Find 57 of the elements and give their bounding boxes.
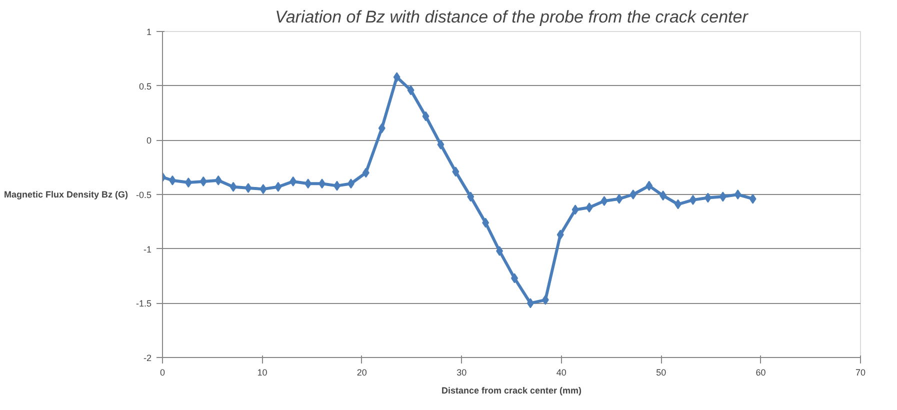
point <box>482 218 490 228</box>
point <box>422 111 430 122</box>
y-axis-title: Magnetic Flux Density Bz (G) <box>4 190 128 200</box>
point <box>260 184 267 194</box>
point <box>646 180 653 191</box>
point <box>304 178 312 189</box>
point <box>734 190 742 200</box>
point <box>290 176 297 186</box>
y-tick-label: 1 <box>146 27 152 37</box>
point <box>496 246 504 256</box>
point <box>660 190 667 201</box>
point <box>674 199 682 210</box>
y-tick-label: -1 <box>144 244 152 254</box>
y-tick-label: 0.5 <box>138 81 152 92</box>
point <box>318 178 326 189</box>
y-tick-label: 0 <box>146 136 152 146</box>
point <box>347 178 354 189</box>
point <box>510 273 518 284</box>
x-tick-label: 0 <box>160 368 166 378</box>
point <box>630 190 637 200</box>
point <box>616 194 623 204</box>
chart-title: Variation of Bz with distance of the probe from the crack center <box>275 8 750 26</box>
point <box>749 194 756 204</box>
point <box>407 85 414 96</box>
x-tick-label: 60 <box>756 368 766 378</box>
point <box>526 298 534 308</box>
point <box>244 182 252 193</box>
point <box>214 175 222 186</box>
point <box>600 196 608 206</box>
point <box>586 202 593 213</box>
point <box>230 182 237 192</box>
y-tick-label: -0.5 <box>136 190 152 200</box>
point <box>556 230 564 240</box>
x-tick-label: 10 <box>257 368 268 378</box>
point <box>719 192 726 202</box>
point <box>362 168 370 178</box>
point <box>452 166 460 177</box>
point <box>704 192 712 203</box>
point <box>274 182 282 192</box>
x-tick-label: 50 <box>656 368 666 378</box>
point <box>467 192 474 202</box>
x-tick-label: 70 <box>855 368 866 378</box>
y-tick-label: -2 <box>144 353 152 363</box>
point <box>437 140 444 150</box>
point <box>168 175 176 186</box>
point <box>393 72 400 82</box>
x-tick-label: 30 <box>456 368 467 378</box>
x-tick-label: 20 <box>356 368 367 378</box>
y-tick-label: -1.5 <box>136 298 152 309</box>
point <box>200 176 207 186</box>
point <box>542 294 549 305</box>
point <box>184 178 192 188</box>
x-tick-label: 40 <box>556 368 566 378</box>
point <box>689 194 696 205</box>
point <box>572 204 579 215</box>
point <box>378 123 386 134</box>
x-axis-title: Distance from crack center (mm) <box>441 386 582 396</box>
